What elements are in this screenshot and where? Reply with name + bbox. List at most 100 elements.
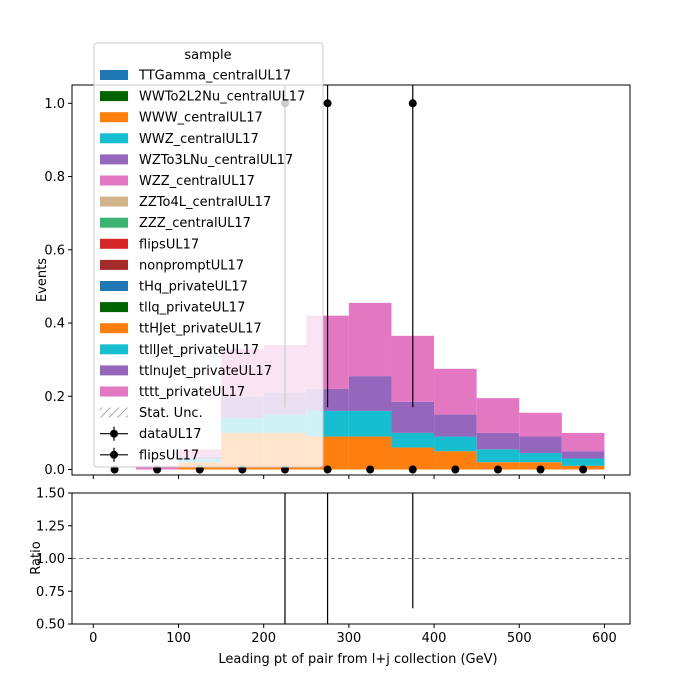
legend-label-15: tttt_privateUL17 — [139, 385, 245, 400]
data-point-14 — [579, 465, 588, 474]
data-point-2 — [195, 465, 204, 474]
legend-entry-10: tHq_privateUL17 — [100, 280, 248, 295]
bar-ttlnuJet_privateUL17-bin-11 — [561, 451, 605, 459]
bar-ttllJet_privateUL17-bin-8 — [434, 436, 477, 452]
legend-swatch-14 — [100, 365, 128, 376]
ratio-y-ticks: 0.50 0.75 1.00 1.25 1.50 — [36, 487, 72, 633]
main-ytick-label-2: 0.4 — [44, 317, 65, 332]
legend-label-8: flipsUL17 — [139, 237, 199, 252]
legend-swatch-0 — [100, 70, 128, 80]
main-ytick-label-3: 0.6 — [44, 243, 65, 258]
bar-ttlnuJet_privateUL17-bin-6 — [348, 376, 392, 411]
bar-ttHJet_privateUL17-bin-7 — [391, 447, 435, 470]
legend-entry-6: ZZTo4L_centralUL17 — [100, 195, 271, 210]
legend-label-6: ZZTo4L_centralUL17 — [139, 195, 271, 210]
x-tick-label-6: 600 — [592, 631, 617, 646]
legend-label-0: TTGamma_centralUL17 — [138, 69, 291, 84]
bar-ttllJet_privateUL17-bin-11 — [561, 458, 605, 466]
bar-tttt_privateUL17-bin-9 — [476, 398, 520, 433]
legend-swatch-3 — [100, 133, 128, 144]
legend-entry-4: WZTo3LNu_centralUL17 — [100, 153, 293, 168]
legend-label-2: WWW_centralUL17 — [139, 111, 263, 126]
legend-label-13: ttllJet_privateUL17 — [139, 343, 259, 358]
data-point-11 — [451, 465, 460, 474]
legend-entry-0: TTGamma_centralUL17 — [100, 69, 291, 84]
legend-swatch-8 — [100, 238, 128, 249]
legend-entry-9: nonpromptUL17 — [100, 258, 244, 273]
legend-label-1: WWTo2L2Nu_centralUL17 — [139, 90, 305, 105]
legend-swatch-12 — [100, 323, 128, 334]
legend-entry-18: flipsUL17 — [100, 447, 199, 463]
legend-label-10: tHq_privateUL17 — [139, 280, 248, 295]
data-point-6 — [323, 465, 332, 474]
ratio-ytick-label-4: 1.50 — [36, 487, 65, 502]
ratio-ytick-label-1: 0.75 — [36, 585, 65, 600]
legend-entry-2: WWW_centralUL17 — [100, 111, 263, 126]
bar-ttHJet_privateUL17-bin-6 — [348, 436, 392, 470]
legend-entry-13: ttllJet_privateUL17 — [100, 343, 259, 358]
data-point-3 — [238, 465, 247, 474]
main-ytick-label-4: 0.8 — [44, 170, 65, 185]
ratio-plot-frame — [71, 492, 631, 625]
legend-label-12: ttHJet_privateUL17 — [139, 322, 262, 337]
main-y-ticks: 0.0 0.2 0.4 0.6 0.8 1.0 — [44, 97, 72, 478]
ratio-panel: 0.50 0.75 1.00 1.25 1.50 0 100 200 300 400 500 600… — [29, 487, 631, 667]
legend-swatch-11 — [100, 302, 128, 313]
legend-swatch-2 — [100, 112, 128, 123]
legend-marker-17 — [110, 429, 118, 438]
legend-marker-18 — [110, 450, 118, 459]
data-point-7 — [323, 99, 332, 108]
legend-entry-15: tttt_privateUL17 — [100, 385, 245, 400]
main-ytick-label-1: 0.2 — [44, 390, 65, 405]
legend-label-3: WWZ_centralUL17 — [139, 132, 259, 147]
ratio-x-ticks: 0 100 200 300 400 500 600 — [89, 624, 617, 646]
legend-swatch-15 — [100, 386, 128, 397]
ratio-content — [72, 493, 630, 624]
legend-entry-5: WZZ_centralUL17 — [100, 174, 255, 189]
legend-entry-14: ttlnuJet_privateUL17 — [100, 364, 272, 379]
bar-ttlnuJet_privateUL17-bin-8 — [434, 414, 477, 437]
data-point-4 — [280, 465, 289, 474]
legend-label-14: ttlnuJet_privateUL17 — [139, 364, 272, 379]
bar-ttllJet_privateUL17-bin-6 — [348, 410, 392, 437]
bar-ttHJet_privateUL17-bin-8 — [434, 451, 477, 470]
legend-entries: TTGamma_centralUL17 WWTo2L2Nu_centralUL17… — [100, 69, 305, 463]
legend: sample TTGamma_centralUL17 WWTo2L2Nu_cent… — [93, 42, 324, 468]
data-point-10 — [408, 99, 417, 108]
x-tick-label-0: 0 — [89, 631, 97, 646]
legend-swatch-5 — [100, 175, 128, 186]
legend-swatch-1 — [100, 91, 128, 102]
legend-label-16: Stat. Unc. — [139, 406, 203, 421]
legend-entry-7: ZZZ_centralUL17 — [100, 216, 251, 231]
legend-label-7: ZZZ_centralUL17 — [139, 216, 251, 231]
legend-box — [93, 42, 324, 468]
x-tick-label-2: 200 — [251, 631, 276, 646]
main-y-axis-label: Events — [35, 258, 50, 302]
bar-ttllJet_privateUL17-bin-7 — [391, 432, 435, 448]
legend-swatch-4 — [100, 154, 128, 165]
bar-ttlnuJet_privateUL17-bin-10 — [519, 436, 562, 454]
data-point-13 — [536, 465, 545, 474]
main-ytick-label-5: 1.0 — [44, 97, 65, 112]
legend-title: sample — [184, 48, 231, 63]
data-point-0 — [110, 465, 119, 474]
legend-swatch-16 — [100, 407, 128, 418]
ratio-y-axis-label: Ratio — [29, 541, 44, 574]
bar-tttt_privateUL17-bin-8 — [434, 368, 477, 415]
ratio-ytick-label-2: 1.00 — [36, 552, 65, 567]
legend-entry-16: Stat. Unc. — [100, 406, 203, 421]
ratio-ytick-label-0: 0.50 — [36, 618, 65, 633]
legend-entry-1: WWTo2L2Nu_centralUL17 — [100, 90, 305, 105]
legend-entry-8: flipsUL17 — [100, 237, 199, 252]
main-ytick-label-0: 0.0 — [44, 463, 65, 478]
x-tick-label-3: 300 — [336, 631, 361, 646]
data-point-1 — [153, 465, 162, 474]
legend-swatch-7 — [100, 217, 128, 228]
data-point-8 — [366, 465, 375, 474]
data-point-12 — [493, 465, 502, 474]
bar-ttllJet_privateUL17-bin-9 — [476, 449, 520, 463]
legend-entry-12: ttHJet_privateUL17 — [100, 322, 262, 337]
legend-label-11: tllq_privateUL17 — [139, 301, 245, 316]
legend-label-5: WZZ_centralUL17 — [139, 174, 255, 189]
